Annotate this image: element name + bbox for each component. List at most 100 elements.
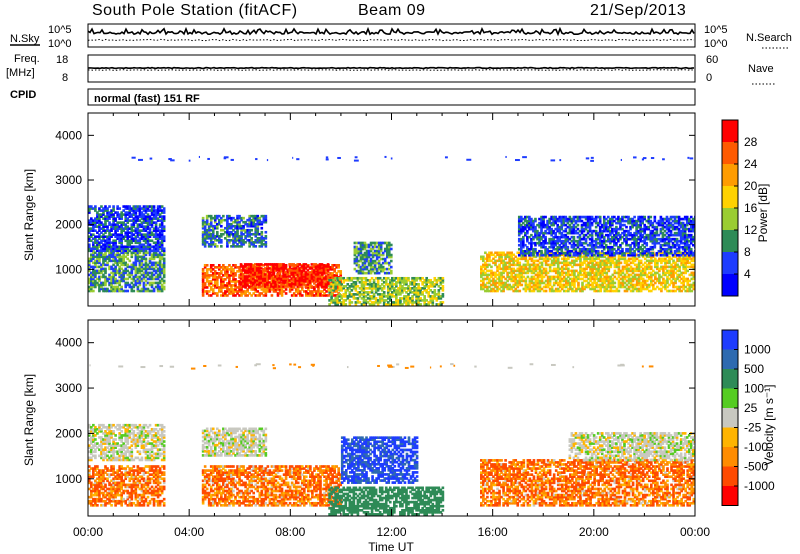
heatmap-cell (260, 270, 264, 273)
heatmap-cell (441, 289, 445, 292)
heatmap-cell (260, 232, 264, 236)
heatmap-cell (388, 280, 392, 284)
heatmap-cell (625, 287, 629, 291)
heatmap-cell (102, 253, 105, 257)
heatmap-cell (98, 243, 101, 247)
heatmap-cell (332, 287, 335, 290)
heatmap-cell (136, 267, 140, 271)
heatmap-cell (252, 292, 256, 295)
heatmap-cell (690, 263, 694, 267)
heatmap-cell (540, 257, 544, 261)
heatmap-cell (112, 251, 115, 255)
heatmap-cell (249, 281, 253, 284)
heatmap-cell (682, 267, 685, 271)
heatmap-cell (597, 255, 600, 259)
heatmap-cell (280, 283, 283, 286)
heatmap-cell (522, 263, 526, 267)
heatmap-cell (246, 290, 249, 293)
heatmap-cell (150, 221, 154, 224)
heatmap-cell (364, 299, 368, 302)
heatmap-cell (369, 259, 373, 263)
heatmap-cell (288, 269, 291, 272)
heatmap-cell (369, 269, 373, 273)
heatmap-cell (240, 238, 243, 242)
heatmap-cell (162, 235, 166, 239)
heatmap-cell (494, 259, 497, 263)
heatmap-cell (128, 259, 132, 263)
heatmap-cell (122, 253, 126, 257)
heatmap-cell (664, 271, 667, 275)
heatmap-cell (257, 267, 261, 270)
heatmap-cell (106, 217, 109, 220)
heatmap-cell (114, 223, 117, 226)
heatmap-cell (599, 279, 603, 283)
heatmap-cell (102, 259, 105, 263)
heatmap-cell (643, 253, 647, 257)
heatmap-cell (367, 261, 371, 265)
heatmap-cell (230, 268, 233, 271)
heatmap-cell (108, 213, 111, 216)
heatmap-cell (411, 299, 414, 302)
heatmap-cell (266, 265, 269, 268)
heatmap-cell (514, 255, 518, 259)
heatmap-cell (262, 214, 266, 218)
heatmap-cell (88, 249, 91, 253)
heatmap-cell (251, 271, 255, 274)
heatmap-cell (118, 221, 121, 224)
heatmap-cell (565, 277, 568, 281)
heatmap-cell (132, 247, 136, 251)
heatmap-cell (209, 286, 213, 289)
heatmap-cell (280, 277, 283, 280)
heatmap-cell (224, 230, 227, 234)
heatmap-cell (556, 287, 560, 291)
heatmap-cell (678, 265, 681, 269)
heatmap-cell (623, 275, 627, 279)
heatmap-cell (407, 276, 410, 280)
heatmap-cell (274, 281, 277, 284)
heatmap-cell (409, 299, 412, 302)
heatmap-cell (112, 233, 115, 237)
heatmap-cell (405, 303, 408, 306)
heatmap-cell (530, 243, 533, 247)
heatmap-cell (152, 233, 156, 237)
heatmap-cell (286, 281, 289, 284)
heatmap-cell (536, 267, 540, 271)
heatmap-cell (385, 249, 389, 253)
heatmap-cell (623, 273, 627, 277)
heatmap-cell (388, 295, 392, 298)
heatmap-cell (238, 222, 241, 226)
heatmap-cell (260, 272, 264, 275)
heatmap-cell (565, 273, 568, 277)
heatmap-cell (662, 273, 665, 277)
heatmap-cell (575, 287, 578, 291)
heatmap-cell (484, 261, 487, 265)
heatmap-cell (514, 273, 518, 277)
heatmap-cell (486, 263, 489, 267)
heatmap-cell (526, 225, 529, 229)
heatmap-cell (158, 275, 162, 279)
heatmap-cell (314, 285, 318, 288)
heatmap-cell (376, 285, 380, 288)
heatmap-cell (154, 243, 158, 247)
heatmap-cell (136, 235, 140, 239)
heatmap-cell (264, 214, 268, 218)
heatmap-cell (625, 279, 629, 283)
heatmap-cell (102, 257, 105, 261)
heatmap-cell (536, 279, 540, 283)
heatmap-cell (124, 219, 128, 222)
heatmap-cell (246, 294, 249, 297)
heatmap-cell (615, 263, 619, 267)
heatmap-cell (664, 265, 667, 269)
heatmap-cell (389, 255, 393, 259)
heatmap-cell (597, 267, 600, 271)
heatmap-cell (257, 269, 261, 272)
heatmap-cell (116, 289, 119, 293)
heatmap-cell (647, 283, 651, 287)
heatmap-cell (540, 269, 544, 273)
heatmap-cell (234, 230, 237, 234)
heatmap-cell (116, 225, 119, 228)
heatmap-cell (500, 283, 503, 287)
heatmap-cell (140, 287, 144, 291)
heatmap-cell (429, 301, 433, 304)
